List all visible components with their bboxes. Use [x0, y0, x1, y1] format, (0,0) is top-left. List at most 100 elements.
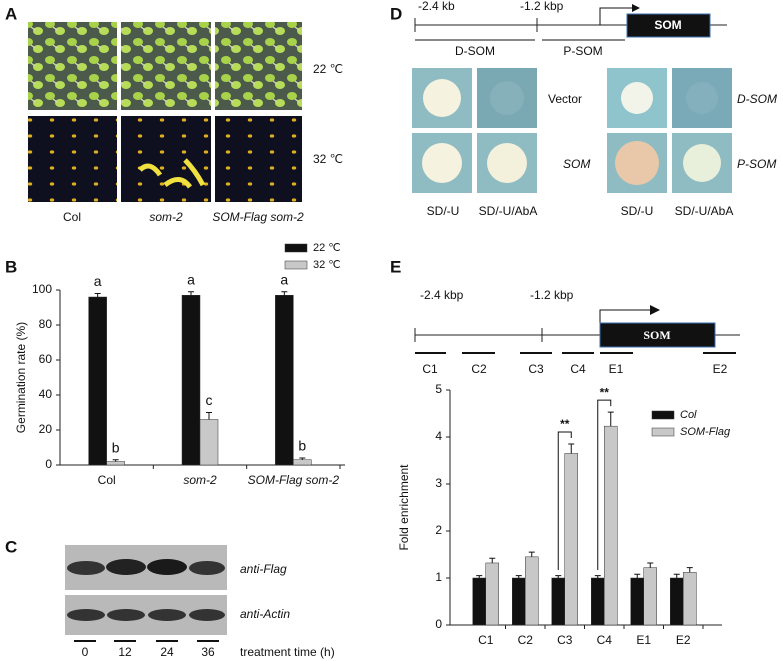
- x-tick-label: som-2: [183, 473, 217, 487]
- photo: [215, 116, 302, 202]
- photo: [215, 22, 302, 110]
- photo: [28, 116, 117, 202]
- construct-label: SOM: [563, 157, 590, 171]
- photo: [121, 22, 211, 110]
- y-tick-label: 3: [435, 476, 442, 490]
- antibody-label: anti-Flag: [240, 562, 287, 576]
- bar: [472, 577, 486, 626]
- y-tick-label: 1: [435, 570, 442, 584]
- y-tick-label: 0: [435, 617, 442, 631]
- colony: [615, 141, 659, 185]
- bar: [564, 453, 578, 626]
- time-label: 36: [201, 645, 215, 659]
- error-bar: [686, 567, 693, 573]
- x-tick-label: C2: [518, 633, 534, 647]
- genotype-label: SOM-Flag som-2: [212, 210, 304, 224]
- error-bar: [634, 573, 641, 578]
- construct-label: D-SOM: [737, 92, 777, 106]
- medium-label: SD/-U/AbA: [675, 204, 734, 218]
- construct-label: Vector: [548, 92, 582, 106]
- error-bar: [94, 293, 101, 297]
- bar: [181, 295, 201, 466]
- y-axis-label: Fold enrichment: [397, 464, 411, 551]
- x-tick-label: SOM-Flag som-2: [248, 473, 340, 487]
- significance-mark: **: [600, 385, 610, 399]
- time-label: 24: [160, 645, 174, 659]
- x-tick-label: C1: [478, 633, 494, 647]
- position-label: -2.4 kbp: [420, 288, 464, 302]
- significance-letter: a: [280, 271, 288, 287]
- error-bar: [515, 575, 522, 578]
- medium-label: SD/-U: [427, 204, 460, 218]
- error-bar: [594, 575, 601, 578]
- bar: [275, 295, 294, 466]
- error-bar: [281, 291, 288, 296]
- fragment-label: D-SOM: [455, 44, 495, 58]
- y-tick-label: 0: [45, 457, 52, 471]
- position-label: -2.4 kb: [418, 0, 455, 13]
- bar: [106, 461, 125, 466]
- band: [148, 609, 186, 621]
- x-tick-label: E1: [636, 633, 651, 647]
- error-bar: [188, 291, 194, 296]
- seedling: [138, 158, 206, 189]
- bar: [199, 419, 219, 466]
- genotype-label: Col: [63, 210, 81, 224]
- significance-mark: **: [560, 417, 570, 431]
- genotype-label: som-2: [149, 210, 183, 224]
- error-bar: [476, 575, 483, 578]
- error-bar: [528, 551, 535, 557]
- bar: [591, 577, 605, 626]
- time-label: 0: [82, 645, 89, 659]
- band: [106, 559, 146, 575]
- antibody-label: anti-Actin: [240, 607, 290, 621]
- error-bar: [299, 457, 306, 460]
- legend-label: 22 ℃: [313, 242, 341, 254]
- region-label: C3: [528, 362, 544, 376]
- legend-swatch: [284, 243, 308, 253]
- y-tick-label: 4: [435, 429, 442, 443]
- panel-label: E: [390, 257, 401, 276]
- bar: [551, 577, 565, 626]
- band: [67, 609, 105, 621]
- colony: [686, 82, 718, 114]
- gene-label: SOM: [643, 328, 670, 342]
- y-tick-label: 20: [39, 422, 53, 436]
- bar: [525, 556, 539, 626]
- bar: [683, 572, 697, 626]
- region-label: E2: [713, 362, 728, 376]
- region-label: C4: [570, 362, 586, 376]
- gene-box: [626, 13, 711, 38]
- gene-box: [599, 322, 716, 348]
- band: [67, 561, 105, 575]
- y-tick-label: 40: [39, 387, 53, 401]
- bar: [643, 567, 657, 626]
- colony: [422, 143, 462, 183]
- legend-label: Col: [680, 409, 697, 421]
- significance-letter: a: [187, 271, 195, 287]
- error-bar: [607, 411, 614, 427]
- yeast-spots: [412, 68, 732, 193]
- bar: [604, 425, 618, 626]
- error-bar: [112, 459, 119, 462]
- significance-letter: a: [94, 273, 102, 289]
- arrow-head: [632, 4, 640, 12]
- gene-label: SOM: [654, 18, 681, 32]
- significance-letter: b: [112, 439, 120, 455]
- y-tick-label: 60: [39, 352, 53, 366]
- significance-letter: c: [206, 392, 213, 408]
- legend-label: 32 ℃: [313, 259, 341, 271]
- bar: [293, 459, 312, 466]
- seedling-photos: [28, 22, 302, 202]
- bar: [88, 296, 107, 466]
- colony: [423, 79, 461, 117]
- legend-swatch: [651, 410, 675, 420]
- band: [189, 561, 225, 575]
- temp-label: 32 ℃: [313, 152, 343, 166]
- photo: [121, 116, 211, 202]
- y-tick-label: 2: [435, 523, 442, 537]
- error-bar: [489, 557, 496, 563]
- medium-label: SD/-U: [621, 204, 654, 218]
- y-tick-label: 100: [32, 282, 52, 296]
- colony: [490, 81, 524, 115]
